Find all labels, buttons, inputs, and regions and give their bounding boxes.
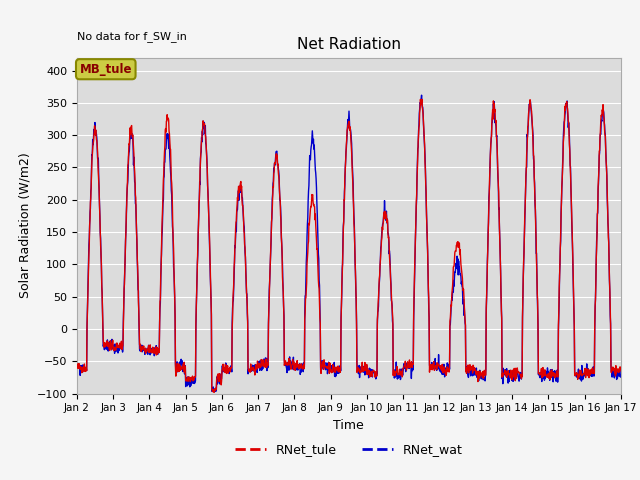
Title: Net Radiation: Net Radiation bbox=[297, 37, 401, 52]
X-axis label: Time: Time bbox=[333, 419, 364, 432]
Legend: RNet_tule, RNet_wat: RNet_tule, RNet_wat bbox=[230, 438, 468, 461]
Text: MB_tule: MB_tule bbox=[79, 63, 132, 76]
Text: No data for f_SW_in: No data for f_SW_in bbox=[77, 31, 187, 42]
Y-axis label: Solar Radiation (W/m2): Solar Radiation (W/m2) bbox=[18, 153, 31, 299]
